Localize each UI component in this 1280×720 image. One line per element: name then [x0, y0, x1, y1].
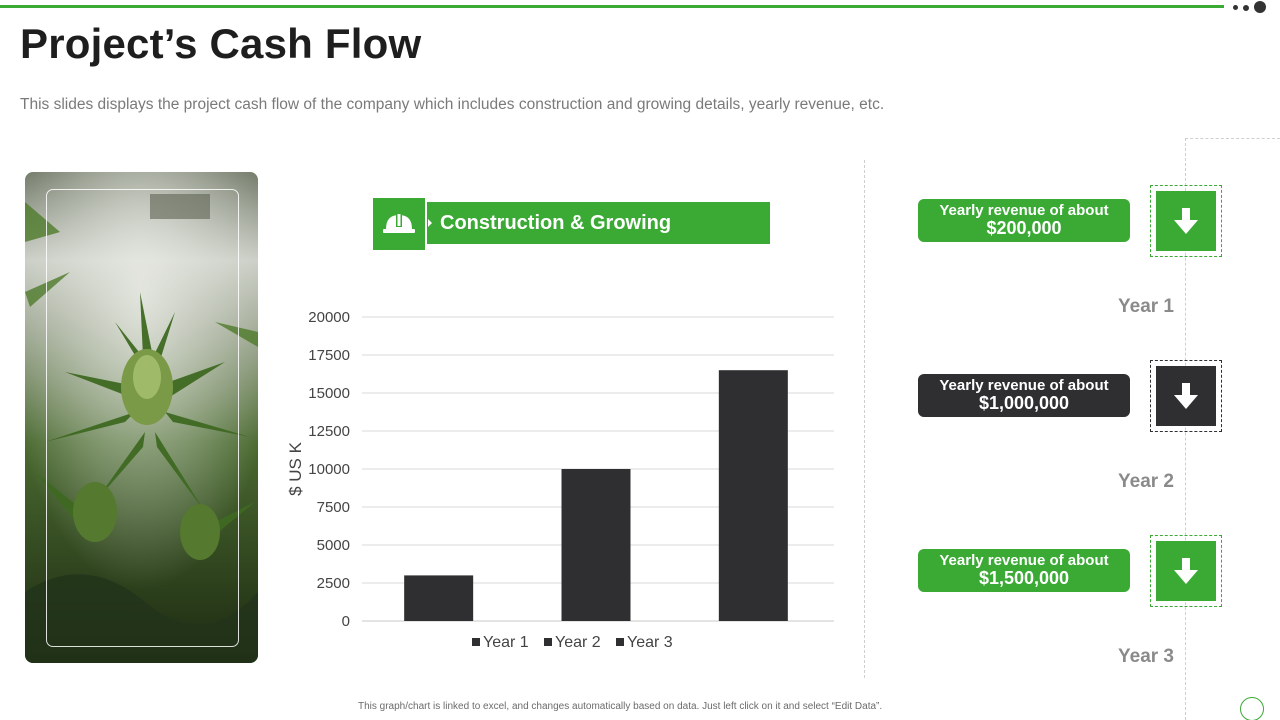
header-label: Construction & Growing: [440, 211, 672, 234]
arrow-box-fill: [1156, 191, 1216, 251]
year-label-2: Year 2: [1118, 471, 1174, 492]
corner-circle-decoration: [1240, 697, 1264, 720]
page-title: Project’s Cash Flow: [20, 20, 422, 67]
y-tick-label-0: 0: [342, 613, 350, 630]
y-axis-label: $ US K: [286, 441, 305, 496]
revenue-pill-1: Yearly revenue of about $200,000: [918, 199, 1130, 242]
arrow-box-fill: [1156, 366, 1216, 426]
revenue-caption: Yearly revenue of about: [939, 202, 1109, 220]
revenue-amount: $1,000,000: [978, 392, 1070, 413]
bar-2: [561, 469, 631, 621]
y-tick-label-10000: 10000: [308, 461, 350, 478]
revenue-caption: Yearly revenue of about: [939, 552, 1109, 570]
top-dots-decoration: [1230, 0, 1280, 14]
construction-growing-header: Construction & Growing: [427, 202, 770, 244]
revenue-caption: Yearly revenue of about: [939, 377, 1109, 395]
legend-swatch-3: [616, 638, 624, 646]
y-tick-label-15000: 15000: [308, 385, 350, 402]
legend-swatch-1: [472, 638, 480, 646]
page-subtitle: This slides displays the project cash fl…: [20, 96, 885, 113]
y-tick-label-12500: 12500: [308, 423, 350, 440]
year-label-3: Year 3: [1118, 646, 1174, 667]
bar-3: [718, 370, 788, 621]
footnote: This graph/chart is linked to excel, and…: [358, 701, 883, 712]
legend-label-1: Year 1: [483, 634, 529, 651]
revenue-arrow-box-1: [1150, 185, 1222, 257]
top-accent-rule: [0, 5, 1224, 8]
arrow-down-icon: [1174, 383, 1198, 409]
y-tick-label-7500: 7500: [317, 499, 350, 516]
year-label-1: Year 1: [1118, 296, 1174, 317]
y-tick-label-17500: 17500: [308, 347, 350, 364]
revenue-arrow-box-3: [1150, 535, 1222, 607]
header-icon-box: [373, 198, 425, 250]
arrow-down-icon: [1174, 558, 1198, 584]
photo-frame: [46, 189, 239, 647]
legend-swatch-2: [544, 638, 552, 646]
revenue-pill-2: Yearly revenue of about $1,000,000: [918, 374, 1130, 417]
cash-flow-bar-chart: 0 2500 5000 7500 10000 12500 15000 17500 20000 $ …: [270, 290, 850, 670]
pointer-triangle: [428, 219, 432, 227]
y-tick-label-20000: 20000: [308, 309, 350, 326]
hard-hat-icon: [383, 213, 415, 233]
timeline-top-line: [1185, 138, 1280, 139]
cannabis-plant-photo: [25, 172, 258, 663]
revenue-pill-3: Yearly revenue of about $1,500,000: [918, 549, 1130, 592]
legend-label-3: Year 3: [627, 634, 673, 651]
y-tick-label-2500: 2500: [317, 575, 350, 592]
arrow-box-fill: [1156, 541, 1216, 601]
bar-1: [404, 575, 474, 621]
revenue-amount: $1,500,000: [978, 567, 1070, 588]
chart-svg: 0 2500 5000 7500 10000 12500 15000 17500 20000 $ …: [286, 309, 834, 651]
section-divider: [864, 160, 865, 678]
revenue-amount: $200,000: [986, 217, 1062, 238]
y-tick-label-5000: 5000: [317, 537, 350, 554]
timeline-line: [1185, 138, 1186, 720]
legend-label-2: Year 2: [555, 634, 601, 651]
revenue-arrow-box-2: [1150, 360, 1222, 432]
arrow-down-icon: [1174, 208, 1198, 234]
